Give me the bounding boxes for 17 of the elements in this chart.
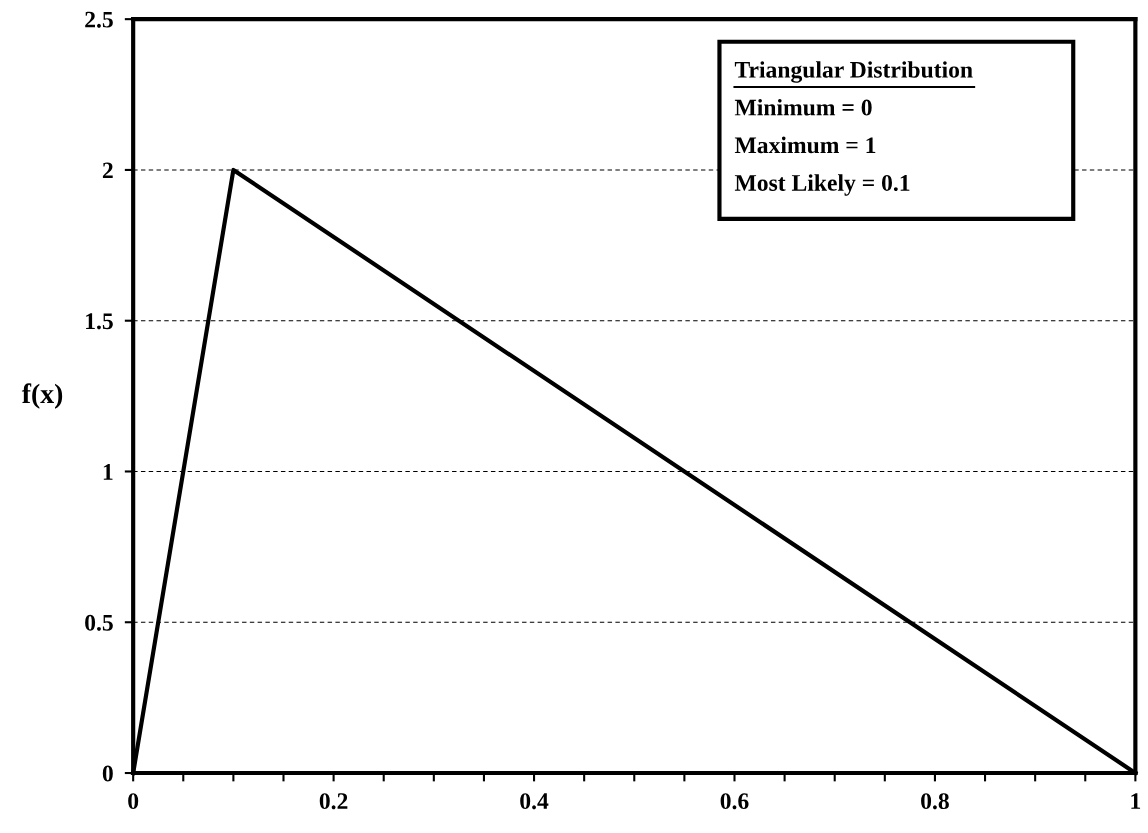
y-tick-label: 2 — [102, 162, 113, 179]
annotation: Most Likely = 0.1 — [734, 174, 910, 196]
y-tick-label: 2.5 — [85, 11, 113, 28]
x-tick-label: 1 — [1131, 793, 1141, 809]
x-tick-label: 0.8 — [921, 793, 949, 810]
y-axis-title: f(x) — [21, 383, 63, 409]
x-tick-label: 0.2 — [319, 793, 348, 810]
y-tick-label: 0 — [102, 765, 113, 782]
annotation: Minimum = 0 — [734, 98, 872, 116]
x-tick-label: 0 — [128, 793, 139, 810]
y-tick-label: 0.5 — [85, 614, 113, 631]
y-tick-label: 1.5 — [86, 313, 113, 330]
annotation: Maximum = 1 — [734, 136, 876, 154]
x-tick-label: 0.4 — [520, 793, 549, 810]
x-tick-label: 0.6 — [720, 793, 749, 810]
y-tick-label: 1 — [103, 464, 113, 480]
annotation: Triangular Distribution — [734, 61, 973, 83]
